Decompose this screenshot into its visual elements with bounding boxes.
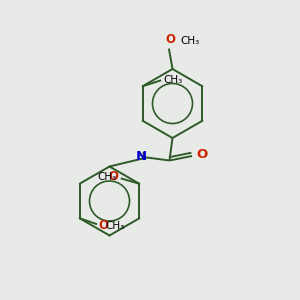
Text: CH₃: CH₃	[163, 75, 183, 85]
Text: H: H	[137, 152, 145, 162]
Text: O: O	[109, 170, 119, 183]
Text: O: O	[98, 219, 109, 232]
Text: CH₃: CH₃	[105, 221, 125, 231]
Text: N: N	[136, 150, 147, 163]
Text: O: O	[196, 148, 207, 161]
Text: O: O	[165, 33, 176, 46]
Text: CH₃: CH₃	[98, 172, 117, 182]
Text: CH₃: CH₃	[180, 36, 200, 46]
